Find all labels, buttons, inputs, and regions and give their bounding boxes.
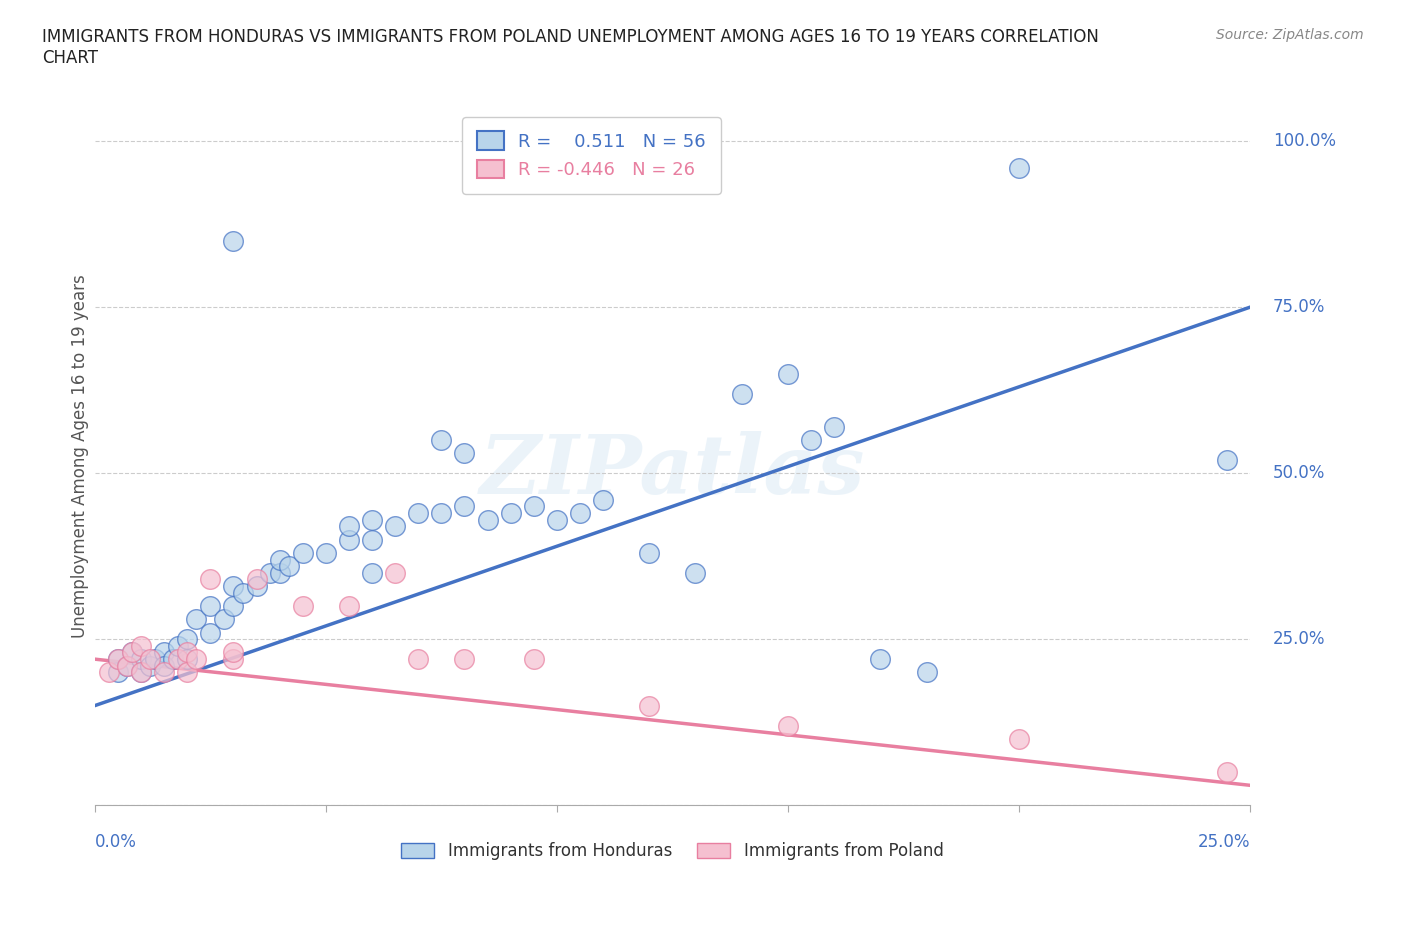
Point [776, 718, 799, 733]
Point [121, 645, 143, 660]
Point [129, 665, 152, 680]
Point [232, 585, 254, 600]
Text: Source: ZipAtlas.com: Source: ZipAtlas.com [1216, 28, 1364, 42]
Point [453, 445, 475, 460]
Text: 100.0%: 100.0% [1272, 132, 1336, 151]
Legend: Immigrants from Honduras, Immigrants from Poland: Immigrants from Honduras, Immigrants fro… [395, 835, 950, 867]
Point [143, 652, 166, 667]
Point [107, 652, 129, 667]
Point [139, 652, 162, 667]
Point [638, 546, 661, 561]
Point [129, 638, 152, 653]
Point [499, 506, 522, 521]
Point [823, 419, 845, 434]
Point [269, 565, 291, 580]
Point [167, 652, 190, 667]
Point [685, 565, 707, 580]
Point [245, 578, 267, 593]
Point [1216, 764, 1239, 779]
Point [176, 631, 198, 646]
Point [200, 572, 222, 587]
Point [592, 492, 614, 507]
Point [453, 499, 475, 514]
Point [453, 652, 475, 667]
Point [361, 512, 384, 527]
Point [139, 658, 162, 673]
Text: 50.0%: 50.0% [1272, 464, 1326, 483]
Point [337, 532, 360, 547]
Point [212, 612, 235, 627]
Point [176, 645, 198, 660]
Point [121, 645, 143, 660]
Point [129, 665, 152, 680]
Point [915, 665, 938, 680]
Text: 25.0%: 25.0% [1272, 631, 1326, 648]
Point [167, 638, 190, 653]
Point [384, 519, 406, 534]
Point [523, 499, 546, 514]
Point [546, 512, 568, 527]
Point [107, 665, 129, 680]
Point [291, 599, 314, 614]
Point [1216, 453, 1239, 468]
Text: 25.0%: 25.0% [1198, 833, 1250, 851]
Point [869, 652, 891, 667]
Point [638, 698, 661, 713]
Point [1008, 731, 1031, 746]
Point [430, 506, 453, 521]
Point [1008, 160, 1031, 175]
Point [406, 506, 429, 521]
Point [222, 645, 245, 660]
Point [384, 565, 406, 580]
Point [107, 652, 129, 667]
Point [291, 546, 314, 561]
Point [337, 519, 360, 534]
Point [315, 546, 337, 561]
Point [176, 665, 198, 680]
Point [222, 599, 245, 614]
Point [800, 432, 823, 447]
Text: 75.0%: 75.0% [1272, 299, 1326, 316]
Point [129, 652, 152, 667]
Point [97, 665, 120, 680]
Point [406, 652, 429, 667]
Point [153, 645, 176, 660]
Point [361, 565, 384, 580]
Point [277, 559, 299, 574]
Point [568, 506, 591, 521]
Point [269, 552, 291, 567]
Point [259, 565, 281, 580]
Point [115, 658, 138, 673]
Point [477, 512, 499, 527]
Point [186, 652, 208, 667]
Point [523, 652, 546, 667]
Point [222, 578, 245, 593]
Point [200, 599, 222, 614]
Point [200, 625, 222, 640]
Text: IMMIGRANTS FROM HONDURAS VS IMMIGRANTS FROM POLAND UNEMPLOYMENT AMONG AGES 16 TO: IMMIGRANTS FROM HONDURAS VS IMMIGRANTS F… [42, 28, 1099, 67]
Point [222, 652, 245, 667]
Point [186, 612, 208, 627]
Point [115, 658, 138, 673]
Point [153, 658, 176, 673]
Text: 0.0%: 0.0% [94, 833, 136, 851]
Point [361, 532, 384, 547]
Point [222, 233, 245, 248]
Point [430, 432, 453, 447]
Text: ZIPatlas: ZIPatlas [479, 431, 865, 511]
Point [176, 652, 198, 667]
Point [153, 665, 176, 680]
Point [162, 652, 184, 667]
Y-axis label: Unemployment Among Ages 16 to 19 years: Unemployment Among Ages 16 to 19 years [72, 274, 89, 639]
Point [337, 599, 360, 614]
Point [731, 386, 754, 401]
Point [776, 366, 799, 381]
Point [245, 572, 267, 587]
